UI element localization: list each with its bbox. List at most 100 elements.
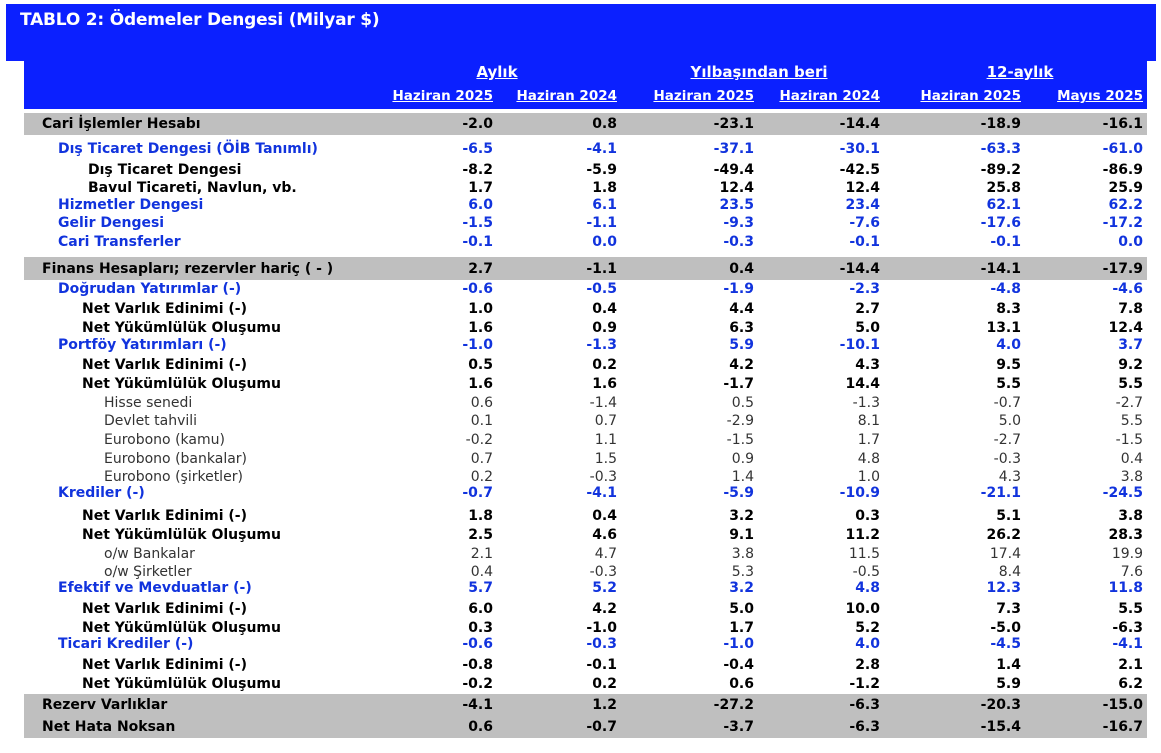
title-bar: TABLO 2: Ödemeler Dengesi (Milyar $) <box>6 4 1156 61</box>
row-label: Net Hata Noksan <box>42 719 176 735</box>
cell-value: -1.7 <box>723 376 754 392</box>
cell-value: -1.5 <box>462 215 493 231</box>
cell-value: 0.2 <box>592 357 617 373</box>
cell-value: 0.9 <box>731 451 754 467</box>
cell-value: 0.2 <box>592 676 617 692</box>
cell-value: -49.4 <box>713 162 754 178</box>
cell-value: -4.1 <box>462 697 493 713</box>
cell-value: 5.2 <box>592 580 617 596</box>
row-label: Rezerv Varlıklar <box>42 697 168 713</box>
table-row: Net Yükümlülük Oluşumu -0.2 0.2 0.6 -1.2 5.9 6… <box>24 676 1147 693</box>
cell-value: 1.7 <box>729 620 754 636</box>
cell-value: -1.2 <box>849 676 880 692</box>
cell-value: -17.2 <box>1102 215 1143 231</box>
cell-value: 23.5 <box>719 197 754 213</box>
row-label: Bavul Ticareti, Navlun, vb. <box>88 180 297 196</box>
cell-value: 2.1 <box>1118 657 1143 673</box>
cell-value: 1.8 <box>468 508 493 524</box>
table-row: Eurobono (şirketler) 0.2 -0.3 1.4 1.0 4.3 3.8 <box>24 469 1147 486</box>
cell-value: 3.2 <box>729 508 754 524</box>
table-row: Ticari Krediler (-) -0.6 -0.3 -1.0 4.0 -4.5 -4… <box>24 636 1147 653</box>
cell-value: 3.7 <box>1118 337 1143 353</box>
cell-value: 4.0 <box>855 636 880 652</box>
row-label: Net Varlık Edinimi (-) <box>82 657 247 673</box>
row-label: Cari Transferler <box>58 234 181 250</box>
cell-value: -0.1 <box>462 234 493 250</box>
cell-value: -2.7 <box>993 432 1021 448</box>
cell-value: -4.1 <box>586 141 617 157</box>
cell-value: -5.0 <box>990 620 1021 636</box>
row-label: o/w Şirketler <box>104 564 192 580</box>
cell-value: 1.0 <box>468 301 493 317</box>
cell-value: 5.5 <box>1120 413 1143 429</box>
row-label: Devlet tahvili <box>104 413 198 429</box>
cell-value: -0.6 <box>462 281 493 297</box>
cell-value: 3.8 <box>731 546 754 562</box>
row-label: Krediler (-) <box>58 485 145 501</box>
cell-value: -2.3 <box>849 281 880 297</box>
cell-value: 17.4 <box>989 546 1021 562</box>
cell-value: 5.0 <box>855 320 880 336</box>
cell-value: 4.3 <box>855 357 880 373</box>
row-label: o/w Bankalar <box>104 546 195 562</box>
cell-value: 0.0 <box>1118 234 1143 250</box>
cell-value: 5.5 <box>1118 376 1143 392</box>
cell-value: 0.4 <box>729 261 754 277</box>
table-row: Net Varlık Edinimi (-) -0.8 -0.1 -0.4 2.8 1.4… <box>24 657 1147 674</box>
cell-value: -1.3 <box>852 395 880 411</box>
cell-value: 6.1 <box>592 197 617 213</box>
cell-value: 1.2 <box>592 697 617 713</box>
table-title: TABLO 2: Ödemeler Dengesi (Milyar $) <box>20 10 380 30</box>
cell-value: 0.3 <box>855 508 880 524</box>
cell-value: -0.1 <box>990 234 1021 250</box>
cell-value: -0.7 <box>462 485 493 501</box>
row-label: Eurobono (kamu) <box>104 432 225 448</box>
row-label: Net Yükümlülük Oluşumu <box>82 527 281 543</box>
cell-value: -4.5 <box>990 636 1021 652</box>
cell-value: -20.3 <box>980 697 1021 713</box>
cell-value: 19.9 <box>1111 546 1143 562</box>
table-row: Net Yükümlülük Oluşumu 1.6 0.9 6.3 5.0 13.1 12… <box>24 320 1147 337</box>
cell-value: -2.0 <box>462 116 493 132</box>
table-row: Net Yükümlülük Oluşumu 2.5 4.6 9.1 11.2 26.2 2… <box>24 527 1147 544</box>
cell-value: -7.6 <box>849 215 880 231</box>
cell-value: -5.9 <box>723 485 754 501</box>
table-row: Cari Transferler -0.1 0.0 -0.3 -0.1 -0.1 0.0 <box>24 234 1147 251</box>
cell-value: 5.5 <box>996 376 1021 392</box>
cell-value: 1.0 <box>857 469 880 485</box>
cell-value: -4.8 <box>990 281 1021 297</box>
cell-value: -6.5 <box>462 141 493 157</box>
cell-value: 2.8 <box>855 657 880 673</box>
cell-value: 4.8 <box>855 580 880 596</box>
cell-value: -14.1 <box>980 261 1021 277</box>
cell-value: 6.3 <box>729 320 754 336</box>
cell-value: 6.0 <box>468 197 493 213</box>
cell-value: -0.3 <box>993 451 1021 467</box>
cell-value: 0.1 <box>470 413 493 429</box>
row-label: Net Yükümlülük Oluşumu <box>82 620 281 636</box>
row-label: Cari İşlemler Hesabı <box>42 116 201 132</box>
cell-value: 0.8 <box>592 116 617 132</box>
cell-value: -21.1 <box>980 485 1021 501</box>
cell-value: 0.5 <box>468 357 493 373</box>
cell-value: 0.3 <box>468 620 493 636</box>
cell-value: 2.1 <box>470 546 493 562</box>
cell-value: 8.3 <box>996 301 1021 317</box>
cell-value: 2.7 <box>855 301 880 317</box>
cell-value: 3.8 <box>1118 508 1143 524</box>
row-label: Gelir Dengesi <box>58 215 165 231</box>
cell-value: -86.9 <box>1102 162 1143 178</box>
cell-value: 23.4 <box>845 197 880 213</box>
row-label: Net Yükümlülük Oluşumu <box>82 676 281 692</box>
cell-value: 11.5 <box>848 546 880 562</box>
cell-value: 7.3 <box>996 601 1021 617</box>
cell-value: 9.2 <box>1118 357 1143 373</box>
cell-value: 14.4 <box>845 376 880 392</box>
cell-value: 26.2 <box>986 527 1021 543</box>
cell-value: 25.9 <box>1108 180 1143 196</box>
group-header-yilbasindan: Yılbaşından beri <box>690 63 828 81</box>
cell-value: -1.0 <box>586 620 617 636</box>
cell-value: 4.6 <box>592 527 617 543</box>
cell-value: -16.1 <box>1102 116 1143 132</box>
row-label: Net Varlık Edinimi (-) <box>82 601 247 617</box>
